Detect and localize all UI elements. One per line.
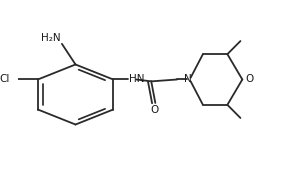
Text: H₂N: H₂N bbox=[41, 33, 61, 43]
Text: HN: HN bbox=[129, 74, 144, 84]
Text: Cl: Cl bbox=[0, 74, 10, 84]
Text: O: O bbox=[150, 105, 159, 115]
Text: O: O bbox=[246, 74, 254, 84]
Text: N: N bbox=[184, 74, 192, 84]
